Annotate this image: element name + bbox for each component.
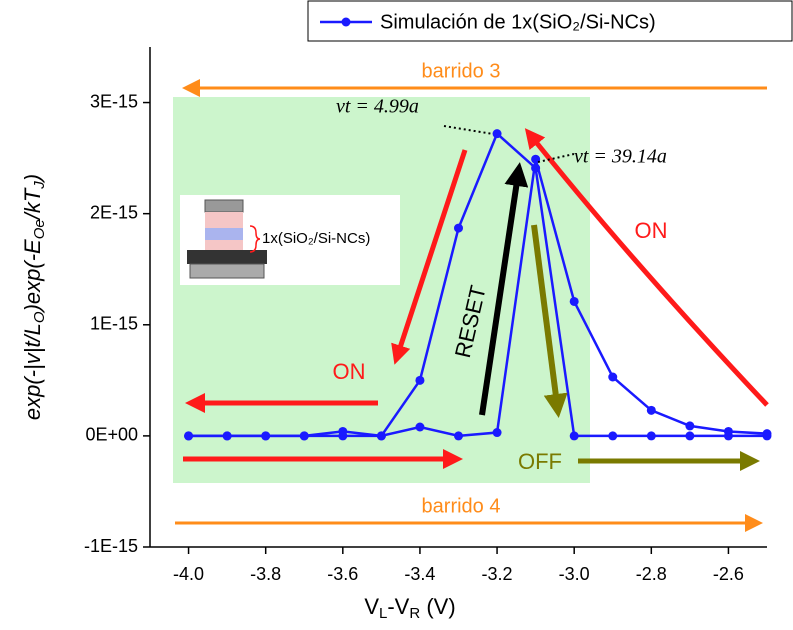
data-point <box>261 431 271 441</box>
subscript: J <box>31 181 48 190</box>
inset-layer <box>205 212 243 228</box>
data-point <box>415 422 425 432</box>
inset-layer <box>204 199 244 213</box>
x-tick-label: -3.4 <box>404 564 435 584</box>
legend-marker <box>341 17 351 27</box>
inset-layer <box>205 240 243 250</box>
data-point <box>184 431 194 441</box>
annotation: OFF <box>518 449 562 474</box>
annotation: vt = 4.99a <box>336 96 419 118</box>
y-tick-label: 2E-15 <box>90 202 138 222</box>
subscript: R <box>409 605 420 622</box>
label-part: /kT <box>20 187 45 221</box>
annotation: barrido 3 <box>422 60 501 82</box>
inset-layer <box>189 263 265 279</box>
y-axis-label: exp(-|v|t/LO)exp(-EOe/kTJ) <box>20 174 48 420</box>
inset-layer <box>205 228 243 240</box>
leader-line <box>537 153 575 163</box>
label-part: -V <box>387 594 409 619</box>
annotations: barrido 3 barrido 4 ON ON RESET OFF vt =… <box>175 60 769 532</box>
data-point <box>299 431 309 441</box>
data-point <box>376 431 386 441</box>
y-tick-label: -1E-15 <box>84 536 138 556</box>
subscript: O <box>31 311 48 323</box>
highlight-region <box>173 97 590 483</box>
arrow <box>524 128 769 407</box>
data-point <box>454 431 463 441</box>
data-point <box>608 431 618 441</box>
y-tick-label: 0E+00 <box>85 425 138 445</box>
series-line <box>188 158 768 438</box>
subscript: L <box>379 605 387 622</box>
x-axis-label: VL-VR (V) <box>364 594 455 622</box>
annotation: ON <box>635 218 668 243</box>
label-part: )exp(-E <box>20 239 45 314</box>
data-point <box>646 405 656 415</box>
data-point <box>646 431 656 441</box>
x-tick-label: -2.6 <box>713 564 744 584</box>
x-tick-label: -3.0 <box>559 564 590 584</box>
data-point <box>762 429 772 439</box>
arrow <box>531 224 568 418</box>
data-point <box>338 426 348 436</box>
arrow <box>479 162 529 416</box>
label-part: ) <box>20 174 45 184</box>
legend-box <box>307 0 793 42</box>
label-part: exp(-|v|t/L <box>20 323 45 420</box>
annotation: ON <box>333 359 366 384</box>
data-point <box>608 372 618 382</box>
y-tick-label: 3E-15 <box>90 91 138 111</box>
data-point <box>685 421 695 431</box>
inset-brace <box>249 225 261 253</box>
legend-label: Simulación de 1x(SiO₂/Si-NCs) <box>380 11 656 33</box>
arrow <box>391 149 468 365</box>
data-point <box>222 431 232 441</box>
x-tick-label: -4.0 <box>173 564 204 584</box>
label-part: (V) <box>420 594 455 619</box>
annotation: vt = 39.14a <box>574 146 667 168</box>
data-point <box>492 428 502 438</box>
inset-label: 1x(SiO₂/Si-NCs) <box>262 230 370 247</box>
subscript: Oe <box>31 219 48 239</box>
legend: Simulación de 1x(SiO₂/Si-NCs) <box>307 0 793 42</box>
data-point <box>531 154 541 164</box>
annotation: barrido 4 <box>422 495 501 517</box>
data-point <box>569 296 579 306</box>
inset: 1x(SiO₂/Si-NCs) <box>180 195 400 285</box>
inset-layer <box>187 250 267 264</box>
data-point <box>454 223 463 233</box>
x-tick-label: -3.8 <box>250 564 281 584</box>
x-tick-label: -2.8 <box>636 564 667 584</box>
data-point <box>723 426 733 436</box>
leader-line <box>443 125 494 135</box>
data-point <box>492 129 502 139</box>
x-tick-label: -3.6 <box>327 564 358 584</box>
x-tick-label: -3.2 <box>482 564 513 584</box>
data-point <box>415 375 425 385</box>
data-point <box>569 431 579 441</box>
data-point <box>685 431 695 441</box>
label-part: V <box>364 594 379 619</box>
y-tick-label: 1E-15 <box>90 314 138 334</box>
